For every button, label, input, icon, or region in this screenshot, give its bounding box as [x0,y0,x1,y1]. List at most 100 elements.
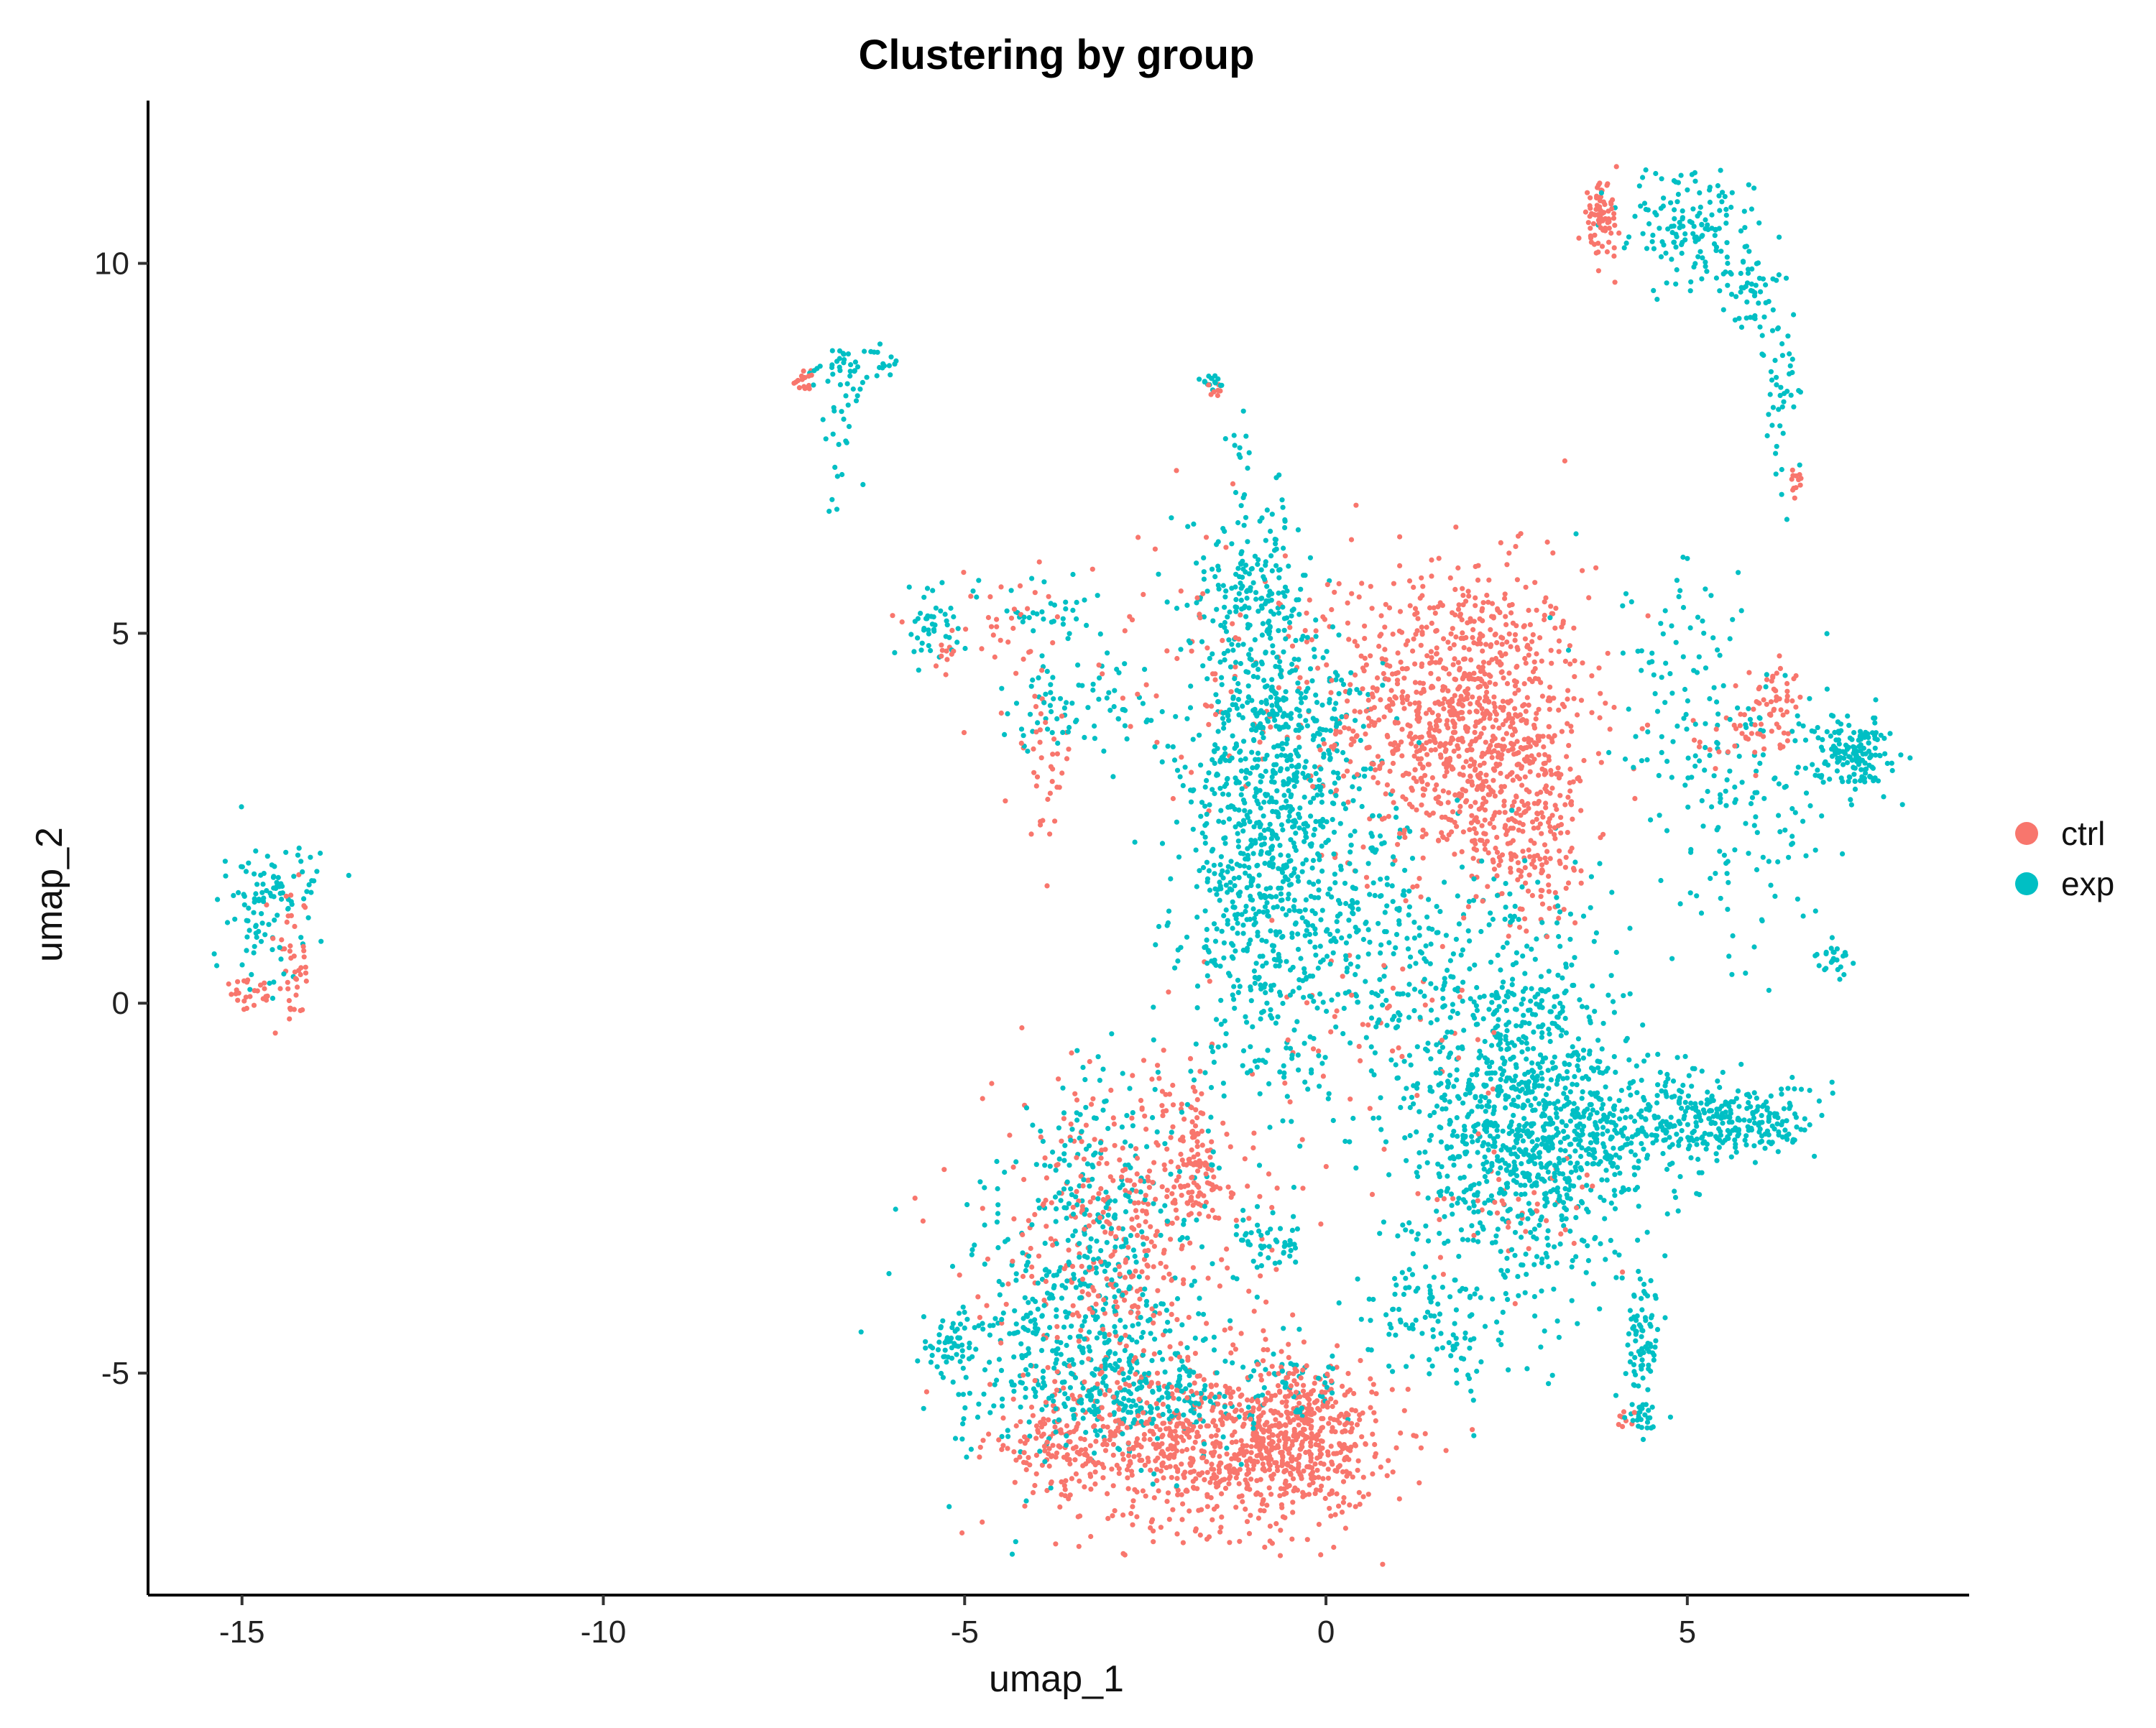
data-point-exp [1514,1065,1519,1071]
data-point-ctrl [1243,1506,1248,1512]
data-point-ctrl [1123,1343,1129,1349]
data-point-exp [1493,1034,1499,1040]
data-point-exp [1291,1214,1296,1219]
data-point-ctrl [1010,1164,1016,1170]
data-point-ctrl [1067,1461,1073,1467]
data-point-exp [1555,1015,1561,1020]
data-point-exp [1639,1357,1645,1363]
data-point-ctrl [1620,1423,1626,1430]
data-point-exp [1047,703,1053,708]
data-point-exp [1692,763,1698,769]
data-point-exp [1286,563,1291,569]
data-point-exp [1555,1099,1561,1104]
data-point-exp [1284,766,1290,772]
data-point-ctrl [1484,689,1490,696]
data-point-ctrl [1217,1469,1222,1475]
data-point-exp [1394,1076,1400,1081]
data-point-exp [1291,840,1296,846]
data-point-ctrl [1347,1502,1353,1508]
data-point-exp [1531,1045,1537,1051]
data-point-exp [1278,852,1284,858]
data-point-exp [1619,1275,1625,1281]
data-point-exp [1455,798,1460,803]
data-point-ctrl [1390,1469,1396,1475]
data-point-exp [1787,363,1793,369]
data-point-ctrl [1134,1155,1141,1161]
data-point-exp [1810,762,1815,767]
data-point-exp [1307,555,1313,560]
data-point-exp [1428,941,1434,947]
chart-title: Clustering by group [859,32,1255,78]
data-point-exp [1317,856,1322,863]
data-point-exp [1317,943,1323,949]
data-point-exp [1120,1071,1125,1076]
data-point-ctrl [1455,660,1461,665]
data-point-ctrl [1441,636,1447,642]
data-point-exp [1754,790,1760,795]
data-point-ctrl [1079,1263,1084,1270]
data-point-exp [1800,818,1806,824]
data-point-ctrl [1005,639,1011,645]
data-point-ctrl [1445,725,1451,731]
data-point-exp [1329,894,1335,900]
data-point-exp [1645,207,1651,213]
data-point-exp [1738,608,1744,614]
data-point-exp [954,1352,959,1357]
data-point-ctrl [1219,1491,1225,1497]
data-point-exp [1568,1169,1574,1175]
data-point-ctrl [1258,1377,1264,1383]
data-point-exp [1126,1269,1133,1275]
data-point-exp [1653,1338,1659,1344]
data-point-ctrl [1095,1460,1101,1466]
data-point-ctrl [1514,794,1519,800]
data-point-ctrl [1496,810,1502,816]
data-point-ctrl [1523,660,1529,666]
data-point-exp [1238,1237,1245,1243]
data-point-ctrl [1460,829,1466,835]
data-point-exp [1546,969,1552,974]
data-point-exp [916,667,921,673]
data-point-exp [1720,1120,1726,1126]
data-point-ctrl [1180,1421,1186,1427]
data-point-exp [1291,907,1297,913]
data-point-exp [1685,1105,1690,1111]
data-point-exp [1531,1294,1537,1300]
data-point-exp [1080,1385,1086,1391]
data-point-exp [1572,1137,1578,1142]
data-point-ctrl [286,998,292,1004]
data-point-exp [1256,667,1261,673]
data-point-exp [1522,971,1528,976]
data-point-exp [1701,630,1707,636]
data-point-ctrl [1480,660,1487,665]
data-point-exp [1259,596,1265,601]
data-point-exp [1560,1004,1565,1010]
data-point-ctrl [1441,706,1447,712]
data-point-exp [1707,696,1713,702]
data-point-exp [1406,1220,1412,1226]
data-point-ctrl [1026,1218,1031,1224]
data-point-exp [1390,1369,1396,1374]
data-point-exp [1881,794,1886,800]
data-point-ctrl [1224,1246,1230,1252]
data-point-ctrl [1093,1438,1099,1444]
data-point-exp [1503,905,1508,910]
data-point-ctrl [1552,890,1558,895]
data-point-exp [1769,328,1776,333]
data-point-exp [1324,649,1330,655]
data-point-exp [1226,816,1233,822]
data-point-ctrl [1325,1452,1331,1458]
data-point-exp [1647,1321,1653,1327]
data-point-exp [1225,776,1230,782]
data-point-ctrl [1548,647,1554,653]
data-point-ctrl [1180,1540,1186,1546]
data-point-exp [1339,678,1345,683]
data-point-exp [1169,1129,1174,1135]
data-point-ctrl [1287,1099,1293,1105]
data-point-ctrl [1529,639,1535,644]
data-point-ctrl [1400,966,1406,972]
data-point-ctrl [1531,841,1537,846]
data-point-exp [1339,935,1345,941]
data-point-exp [1181,1221,1187,1227]
data-point-ctrl [1133,1208,1139,1214]
data-point-exp [1776,272,1782,278]
